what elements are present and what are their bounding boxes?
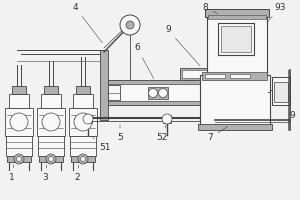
Bar <box>84 115 92 123</box>
Text: 9: 9 <box>289 103 295 119</box>
Bar <box>76 86 90 94</box>
Circle shape <box>120 15 140 35</box>
Bar <box>108 101 215 105</box>
Bar <box>7 156 31 162</box>
Bar <box>108 80 215 84</box>
Bar <box>108 85 120 100</box>
Bar <box>274 82 288 102</box>
Circle shape <box>10 113 28 131</box>
Bar <box>221 26 251 52</box>
Circle shape <box>16 156 22 162</box>
Text: 2: 2 <box>74 165 80 182</box>
Text: 51: 51 <box>92 137 111 152</box>
Circle shape <box>80 156 86 162</box>
Bar <box>5 108 33 136</box>
Bar <box>6 136 32 156</box>
Bar <box>180 68 218 80</box>
Text: 93: 93 <box>267 2 286 23</box>
Bar <box>272 77 290 105</box>
Bar <box>207 15 267 75</box>
Circle shape <box>83 114 93 124</box>
Bar <box>108 80 215 105</box>
Bar <box>9 94 29 108</box>
Bar <box>218 23 254 55</box>
Circle shape <box>162 114 172 124</box>
Circle shape <box>148 88 158 98</box>
Text: 9: 9 <box>165 25 200 66</box>
Text: 1: 1 <box>9 165 15 182</box>
Text: 8: 8 <box>202 2 218 14</box>
Text: 3: 3 <box>42 165 48 182</box>
Bar <box>148 87 168 99</box>
Bar <box>38 136 64 156</box>
Bar <box>69 108 97 136</box>
Bar <box>208 15 266 19</box>
Circle shape <box>42 113 60 131</box>
Bar <box>182 70 216 78</box>
Bar <box>39 156 63 162</box>
Circle shape <box>158 88 167 98</box>
Bar <box>198 124 272 130</box>
Bar <box>202 72 267 80</box>
Circle shape <box>78 154 88 164</box>
Bar <box>73 94 93 108</box>
Bar <box>37 108 65 136</box>
Bar <box>41 94 61 108</box>
Text: 4: 4 <box>72 2 102 43</box>
Bar <box>70 136 96 156</box>
Text: 5: 5 <box>117 125 123 142</box>
Bar <box>163 115 171 123</box>
Bar <box>71 156 95 162</box>
Circle shape <box>126 21 134 29</box>
Circle shape <box>49 156 53 162</box>
Bar <box>205 74 225 78</box>
Bar <box>205 9 269 17</box>
Bar <box>100 50 108 120</box>
Bar <box>200 75 270 125</box>
Bar <box>230 74 250 78</box>
Circle shape <box>74 113 92 131</box>
Text: 52: 52 <box>156 125 168 142</box>
Circle shape <box>14 154 24 164</box>
Circle shape <box>46 154 56 164</box>
Bar <box>125 80 135 88</box>
Bar <box>44 86 58 94</box>
Bar <box>12 86 26 94</box>
Text: 7: 7 <box>207 127 228 142</box>
Text: 6: 6 <box>134 44 154 79</box>
